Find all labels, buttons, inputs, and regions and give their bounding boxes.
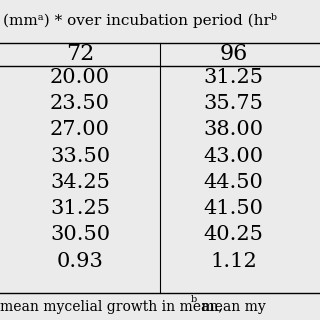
Text: 34.25: 34.25 [50, 173, 110, 192]
Text: 1.12: 1.12 [210, 252, 257, 271]
Text: 0.93: 0.93 [57, 252, 103, 271]
Text: 30.50: 30.50 [50, 225, 110, 244]
Text: 43.00: 43.00 [204, 147, 264, 166]
Text: 72: 72 [66, 44, 94, 65]
Text: mean mycelial growth in mean,: mean mycelial growth in mean, [0, 300, 223, 314]
Text: 33.50: 33.50 [50, 147, 110, 166]
Text: 40.25: 40.25 [204, 225, 264, 244]
Text: 23.50: 23.50 [50, 94, 110, 113]
Text: 20.00: 20.00 [50, 68, 110, 87]
Text: 96: 96 [220, 44, 248, 65]
Text: b: b [190, 295, 197, 304]
Text: (mmᵃ) * over incubation period (hrᵇ: (mmᵃ) * over incubation period (hrᵇ [3, 13, 277, 28]
Text: 35.75: 35.75 [204, 94, 264, 113]
Text: 44.50: 44.50 [204, 173, 264, 192]
Text: 38.00: 38.00 [204, 120, 264, 140]
Text: 27.00: 27.00 [50, 120, 110, 140]
Text: 31.25: 31.25 [50, 199, 110, 218]
Text: mean my: mean my [197, 300, 266, 314]
Text: 31.25: 31.25 [204, 68, 264, 87]
Text: 41.50: 41.50 [204, 199, 264, 218]
